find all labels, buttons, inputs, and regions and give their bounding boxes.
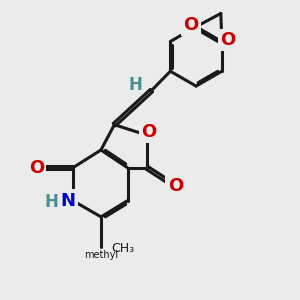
Text: H: H	[128, 76, 142, 94]
Text: N: N	[61, 191, 76, 209]
Text: O: O	[183, 16, 198, 34]
Text: O: O	[220, 31, 236, 49]
Text: methyl: methyl	[84, 250, 118, 260]
Text: H: H	[44, 193, 58, 211]
Text: O: O	[168, 177, 183, 195]
Text: O: O	[29, 159, 44, 177]
Text: O: O	[141, 123, 156, 141]
Text: CH₃: CH₃	[111, 242, 134, 256]
